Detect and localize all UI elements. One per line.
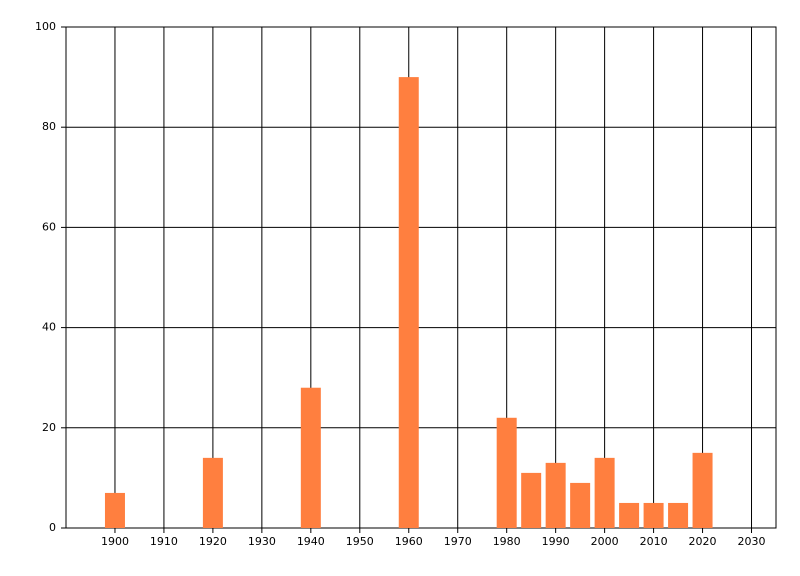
bar [521,472,542,528]
x-tick-label: 2030 [738,535,766,548]
bar [643,502,664,528]
bar [594,457,615,528]
x-tick-label: 1990 [542,535,570,548]
y-tick-label: 20 [42,421,56,434]
y-tick-label: 80 [42,120,56,133]
x-tick-label: 1960 [395,535,423,548]
x-tick-label: 2020 [689,535,717,548]
bar [398,77,419,528]
x-tick-label: 1930 [248,535,276,548]
plot-border [65,26,777,529]
x-tick-label: 2010 [640,535,668,548]
bar [545,462,566,528]
bar [668,502,689,528]
y-tick-label: 60 [42,220,56,233]
x-tick-label: 1970 [444,535,472,548]
y-tick-label: 0 [49,521,56,534]
bar [202,457,223,528]
y-tick-label: 40 [42,321,56,334]
x-tick-label: 1900 [101,535,129,548]
x-tick-label: 1920 [199,535,227,548]
x-tick-label: 1940 [297,535,325,548]
bar [619,502,640,528]
bar [692,452,713,528]
bar [496,417,517,528]
bar [104,492,125,528]
x-tick-label: 1980 [493,535,521,548]
x-tick-label: 1910 [150,535,178,548]
y-tick-label: 100 [35,20,56,33]
x-tick-label: 1950 [346,535,374,548]
bar [300,387,321,528]
x-tick-label: 2000 [591,535,619,548]
bar [570,482,591,528]
